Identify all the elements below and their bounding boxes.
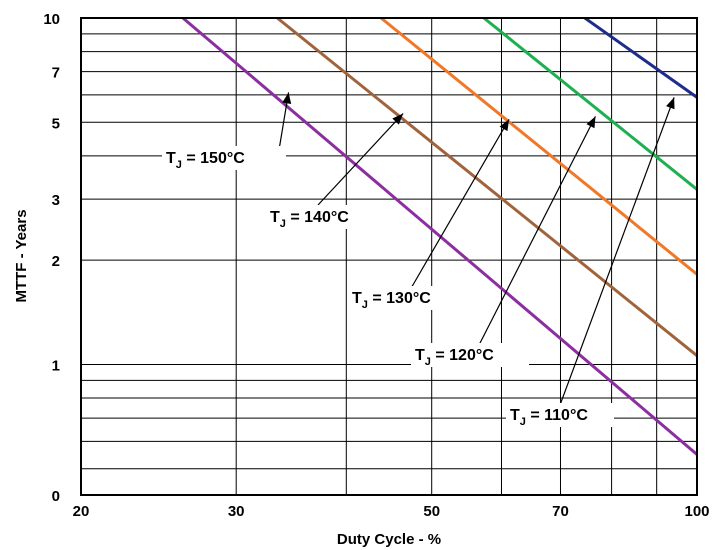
y-tick-label: 2 <box>52 253 60 270</box>
series-label-1: TJ = 150°C <box>166 150 245 171</box>
series-line-4 <box>482 18 697 191</box>
leader-line <box>317 113 404 206</box>
arrowhead <box>499 119 510 132</box>
y-axis-label: MTTF - Years <box>13 209 30 302</box>
tick-labels: 20 30 50 70 100 0 1 2 3 5 7 10 <box>43 11 709 520</box>
series-annotations: TJ = 150°C TJ = 140°C TJ = 130°C TJ = 120°C… <box>162 92 675 428</box>
label-background <box>162 146 286 170</box>
series-label-3: TJ = 130°C <box>352 290 431 311</box>
series-label-5: TJ = 110°C <box>510 407 588 428</box>
series-label-4: TJ = 120°C <box>415 347 494 368</box>
leader-line <box>559 97 675 406</box>
x-tick-label: 100 <box>684 503 709 520</box>
label-background <box>348 286 466 310</box>
grid <box>81 18 697 495</box>
y-tick-label: 1 <box>52 357 60 374</box>
label-background <box>266 205 384 229</box>
x-tick-label: 50 <box>423 503 440 520</box>
series-line-2 <box>276 18 697 357</box>
plot-frame <box>80 17 698 496</box>
x-axis-label: Duty Cycle - % <box>337 531 441 548</box>
y-tick-label: 7 <box>52 65 60 82</box>
series-lines <box>181 18 697 456</box>
label-background <box>506 403 614 427</box>
y-tick-label: 5 <box>52 115 60 132</box>
arrowhead <box>392 113 404 125</box>
series-label-2: TJ = 140°C <box>270 209 349 230</box>
y-tick-label: 10 <box>43 11 60 28</box>
series-line-3 <box>380 18 697 276</box>
x-tick-label: 70 <box>552 503 569 520</box>
arrowhead <box>282 92 292 104</box>
arrowhead <box>666 97 675 110</box>
series-line-1 <box>181 18 697 456</box>
x-tick-label: 30 <box>228 503 245 520</box>
y-tick-label: 0 <box>52 488 60 505</box>
y-tick-label: 3 <box>52 192 60 209</box>
arrowhead <box>586 116 596 129</box>
label-background <box>411 343 529 367</box>
series-line-5 <box>583 18 697 99</box>
leader-line <box>409 119 510 291</box>
x-tick-label: 20 <box>73 503 90 520</box>
leader-line <box>477 116 597 348</box>
